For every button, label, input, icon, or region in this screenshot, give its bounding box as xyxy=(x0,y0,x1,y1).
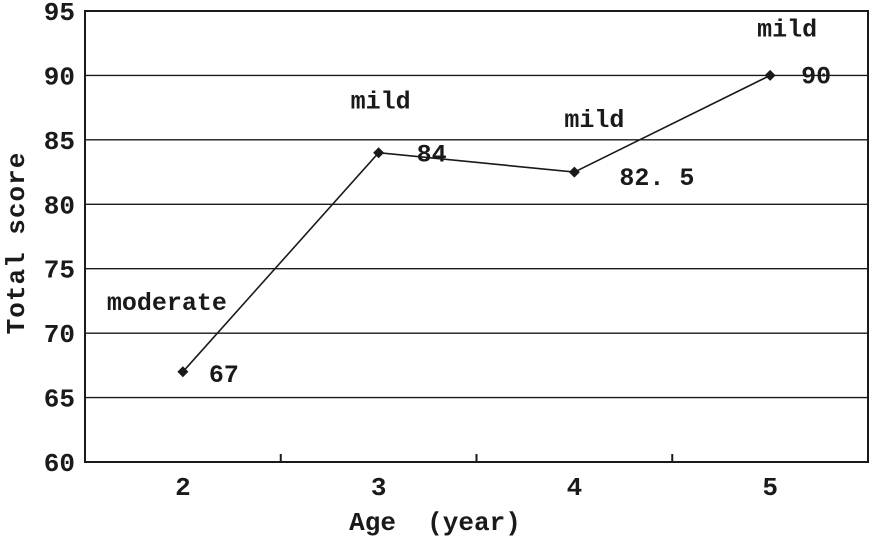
severity-annotation: mild xyxy=(564,106,624,135)
series-line xyxy=(182,74,771,373)
y-tick-label: 60 xyxy=(44,449,75,479)
data-point-label: 82. 5 xyxy=(619,164,694,193)
severity-annotation: mild xyxy=(757,15,817,44)
y-tick-label: 95 xyxy=(44,0,75,28)
data-point-marker xyxy=(373,147,385,159)
data-point-label: 84 xyxy=(417,141,447,170)
y-tick-label: 80 xyxy=(44,191,75,221)
x-tick-label: 4 xyxy=(567,473,583,503)
y-tick-label: 75 xyxy=(44,256,75,286)
plot-border xyxy=(84,10,869,463)
data-point-label: 67 xyxy=(209,361,239,390)
x-axis-title: Age (year) xyxy=(349,508,521,538)
data-point-marker xyxy=(568,166,580,178)
severity-annotation: mild xyxy=(351,88,411,117)
severity-annotation: moderate xyxy=(107,289,227,318)
x-tick-label: 2 xyxy=(175,473,191,503)
data-point-marker xyxy=(764,69,776,81)
y-axis-title: Total score xyxy=(2,151,32,335)
data-point-marker xyxy=(177,366,189,378)
x-tick-label: 3 xyxy=(371,473,387,503)
y-tick-label: 70 xyxy=(44,320,75,350)
y-tick-label: 85 xyxy=(44,127,75,157)
y-tick-label: 90 xyxy=(44,62,75,92)
y-tick-label: 65 xyxy=(44,385,75,415)
data-point-label: 90 xyxy=(801,62,831,91)
x-tick-label: 5 xyxy=(762,473,778,503)
